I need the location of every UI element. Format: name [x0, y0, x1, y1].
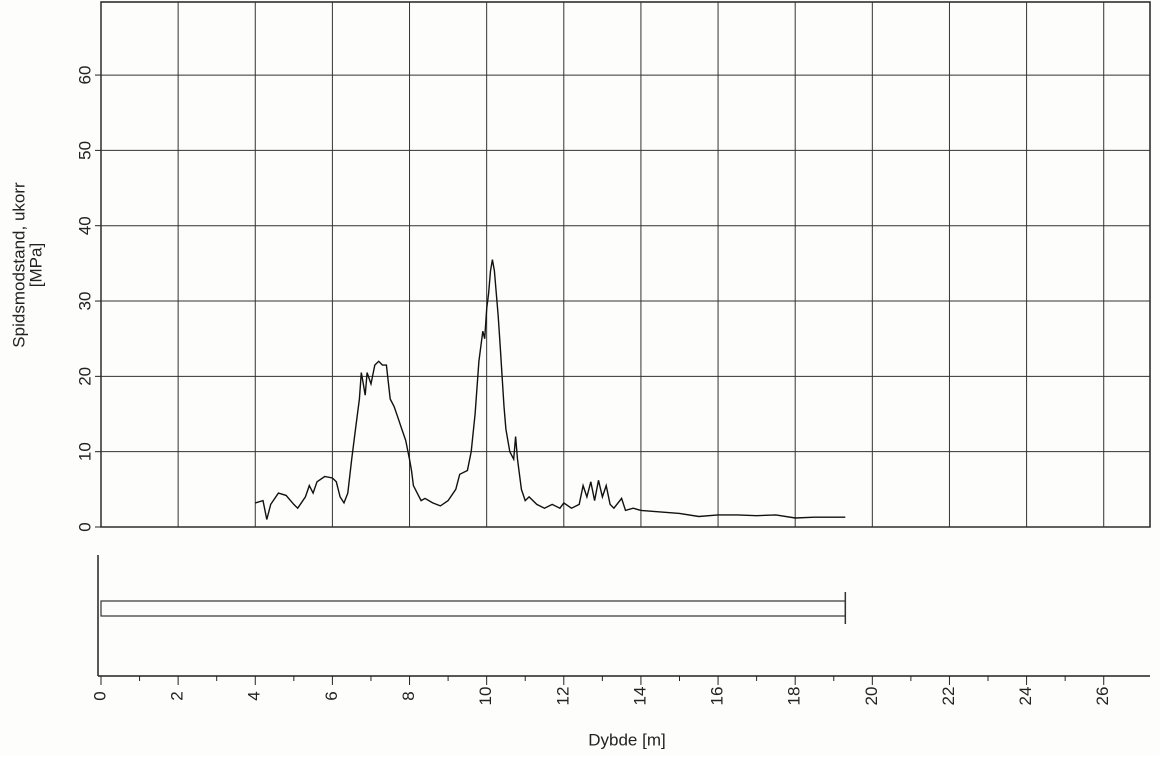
- data-line: [255, 259, 846, 520]
- x-tick-label: 10: [476, 687, 495, 706]
- x-tick-label: 16: [708, 687, 727, 706]
- x-tick-label: 0: [90, 691, 109, 700]
- x-tick-label: 20: [862, 687, 881, 706]
- x-tick-label: 4: [245, 691, 264, 700]
- x-tick-label: 8: [399, 691, 418, 700]
- y-tick-label: 10: [75, 442, 94, 461]
- x-tick-label: 24: [1016, 687, 1035, 706]
- y-axis-label: [MPa]: [26, 243, 45, 287]
- y-tick-label: 30: [75, 292, 94, 311]
- x-tick-label: 6: [322, 691, 341, 700]
- x-tick-label: 14: [630, 687, 649, 706]
- y-tick-label: 60: [75, 66, 94, 85]
- x-tick-label: 12: [553, 687, 572, 706]
- x-tick-label: 18: [785, 687, 804, 706]
- y-tick-label: 0: [75, 522, 94, 531]
- y-tick-label: 20: [75, 367, 94, 386]
- x-axis-label: Dybde [m]: [588, 730, 665, 749]
- x-tick-label: 2: [168, 691, 187, 700]
- y-tick-label: 50: [75, 141, 94, 160]
- y-tick-label: 40: [75, 216, 94, 235]
- x-tick-label: 26: [1093, 687, 1112, 706]
- x-tick-label: 22: [939, 687, 958, 706]
- y-axis-label: Spidsmodstand, ukorr: [9, 182, 28, 348]
